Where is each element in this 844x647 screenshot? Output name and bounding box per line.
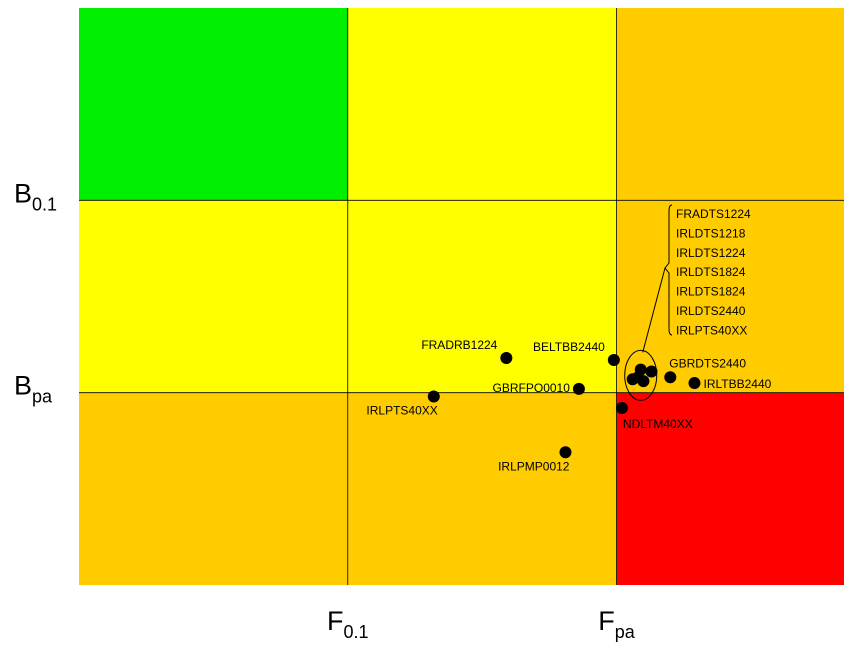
point-5 bbox=[559, 446, 572, 459]
y-tick-label-1: Bpa bbox=[14, 371, 53, 407]
zone-1 bbox=[347, 8, 617, 201]
zone-5 bbox=[616, 200, 844, 393]
x-axis-labels: F0.1 Fpa bbox=[327, 606, 636, 642]
y-tick-label-0: B0.1 bbox=[14, 178, 57, 214]
zone-4 bbox=[347, 200, 617, 393]
zone-8 bbox=[616, 392, 844, 585]
cluster-leader-line bbox=[642, 267, 666, 353]
point-3 bbox=[427, 390, 440, 403]
point-label-4: NDLTM40XX bbox=[623, 417, 693, 431]
point-1 bbox=[607, 353, 620, 366]
reference-lines bbox=[79, 8, 844, 585]
y-axis-labels: B0.1 Bpa bbox=[14, 178, 57, 406]
x-tick-label-1: Fpa bbox=[598, 606, 636, 642]
point-label-7: IRLTBB2440 bbox=[703, 377, 771, 391]
cluster-label-1: IRLDTS1218 bbox=[676, 226, 746, 240]
zone-0 bbox=[79, 8, 348, 201]
point-2 bbox=[572, 382, 585, 395]
point-0 bbox=[500, 352, 513, 365]
cluster-ellipse bbox=[624, 349, 658, 401]
cluster-annotation: FRADTS1224 IRLDTS1218 IRLDTS1224 IRLDTS1824… bbox=[624, 204, 751, 401]
data-points: FRADRB1224 BELTBB2440 GBRFPO0010 IRLPTS40XX… bbox=[366, 338, 771, 473]
cluster-label-3: IRLDTS1824 bbox=[676, 265, 746, 279]
status-zones bbox=[79, 8, 844, 585]
point-label-6: GBRDTS2440 bbox=[669, 356, 746, 370]
point-label-0: FRADRB1224 bbox=[421, 338, 497, 352]
point-label-2: GBRFPO0010 bbox=[493, 381, 571, 395]
point-12 bbox=[632, 371, 645, 384]
point-label-1: BELTBB2440 bbox=[533, 340, 605, 354]
point-4 bbox=[615, 402, 628, 415]
point-7 bbox=[688, 377, 701, 390]
zone-6 bbox=[79, 392, 348, 585]
cluster-label-0: FRADTS1224 bbox=[676, 207, 751, 221]
cluster-label-4: IRLDTS1824 bbox=[676, 285, 746, 299]
cluster-label-6: IRLPTS40XX bbox=[676, 323, 747, 337]
x-tick-label-0: F0.1 bbox=[327, 606, 369, 642]
point-label-3: IRLPTS40XX bbox=[366, 404, 437, 418]
zone-7 bbox=[347, 392, 617, 585]
zone-3 bbox=[79, 200, 348, 393]
point-label-5: IRLPMP0012 bbox=[498, 459, 570, 473]
point-6 bbox=[664, 371, 677, 384]
cluster-label-5: IRLDTS2440 bbox=[676, 304, 746, 318]
cluster-label-2: IRLDTS1224 bbox=[676, 246, 746, 260]
zone-2 bbox=[616, 8, 844, 201]
point-11 bbox=[645, 365, 658, 378]
